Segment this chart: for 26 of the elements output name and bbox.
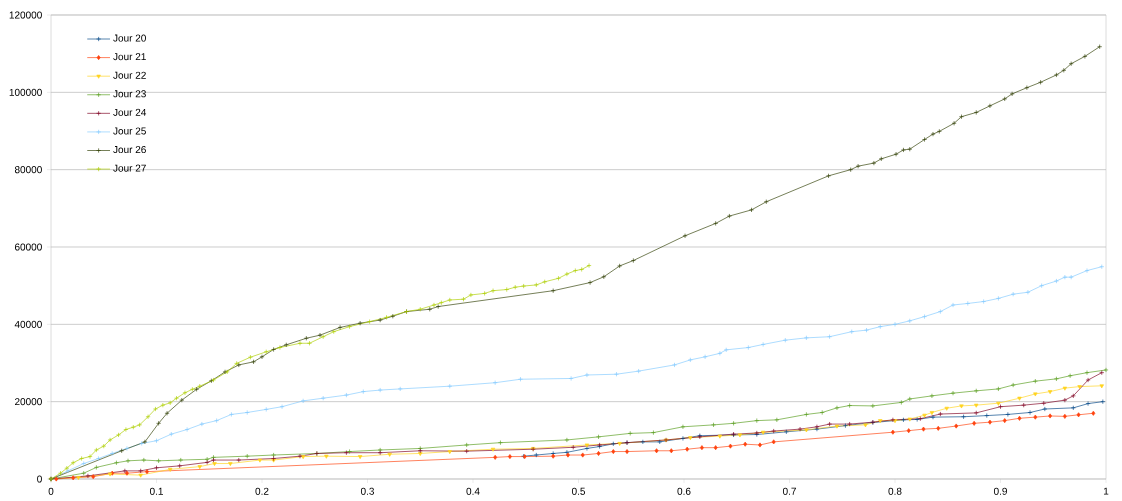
x-tick-label: 0.5 — [571, 487, 586, 495]
y-tick-label: 20000 — [14, 398, 42, 406]
legend-label: Jour 25 — [113, 127, 146, 135]
legend-label: Jour 23 — [113, 90, 146, 98]
y-tick-label: 60000 — [14, 243, 42, 251]
x-tick-label: 0.4 — [466, 487, 480, 495]
x-tick-label: 0.9 — [993, 487, 1007, 495]
y-tick-label: 100000 — [9, 88, 42, 96]
x-tick-label: 0.7 — [782, 487, 796, 495]
y-tick-label: 0 — [37, 475, 42, 483]
x-tick-label: 0.6 — [677, 487, 691, 495]
legend-label: Jour 26 — [113, 146, 146, 154]
y-tick-label: 40000 — [14, 320, 42, 328]
x-tick-label: 1 — [1103, 487, 1109, 495]
x-tick-label: 0.1 — [149, 487, 163, 495]
x-tick-label: 0.3 — [360, 487, 375, 495]
x-tick-label: 0 — [48, 487, 54, 495]
x-tick-label: 0.8 — [888, 487, 902, 495]
legend-label: Jour 24 — [113, 108, 147, 116]
legend-label: Jour 20 — [113, 34, 146, 42]
legend-label: Jour 27 — [113, 164, 146, 172]
y-tick-label: 80000 — [14, 166, 42, 174]
y-tick-label: 120000 — [9, 11, 42, 19]
legend-label: Jour 21 — [113, 53, 146, 61]
x-tick-label: 0.2 — [255, 487, 269, 495]
legend-label: Jour 22 — [113, 71, 146, 79]
